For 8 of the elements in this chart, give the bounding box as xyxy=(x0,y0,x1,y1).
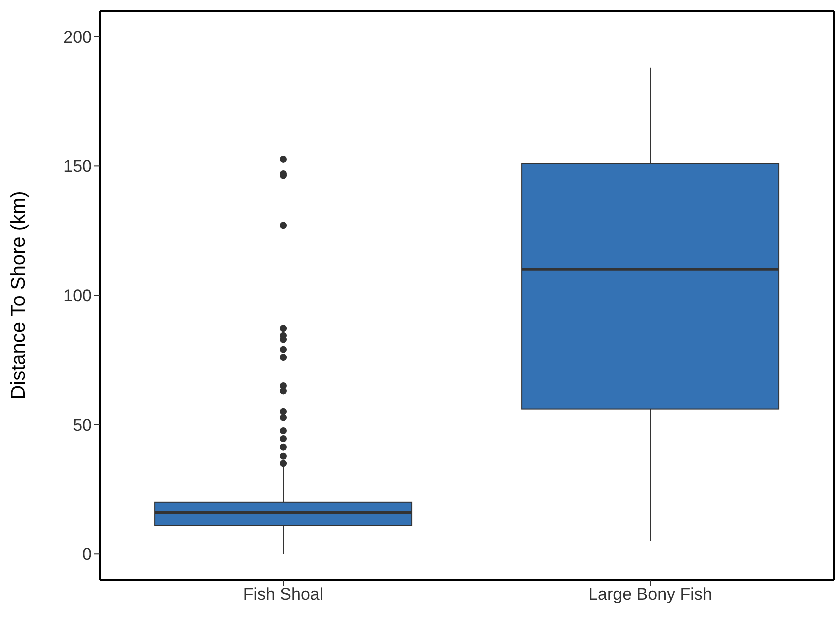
y-tick-label: 0 xyxy=(82,545,92,564)
y-tick-label: 100 xyxy=(64,286,92,306)
y-tick-label: 150 xyxy=(64,157,92,176)
y-tick-label: 200 xyxy=(64,28,92,47)
x-tick-label: Large Bony Fish xyxy=(588,585,712,604)
x-tick-label: Fish Shoal xyxy=(243,585,324,604)
y-axis-title: Distance To Shore (km) xyxy=(8,191,30,400)
y-tick-label: 50 xyxy=(73,416,92,435)
